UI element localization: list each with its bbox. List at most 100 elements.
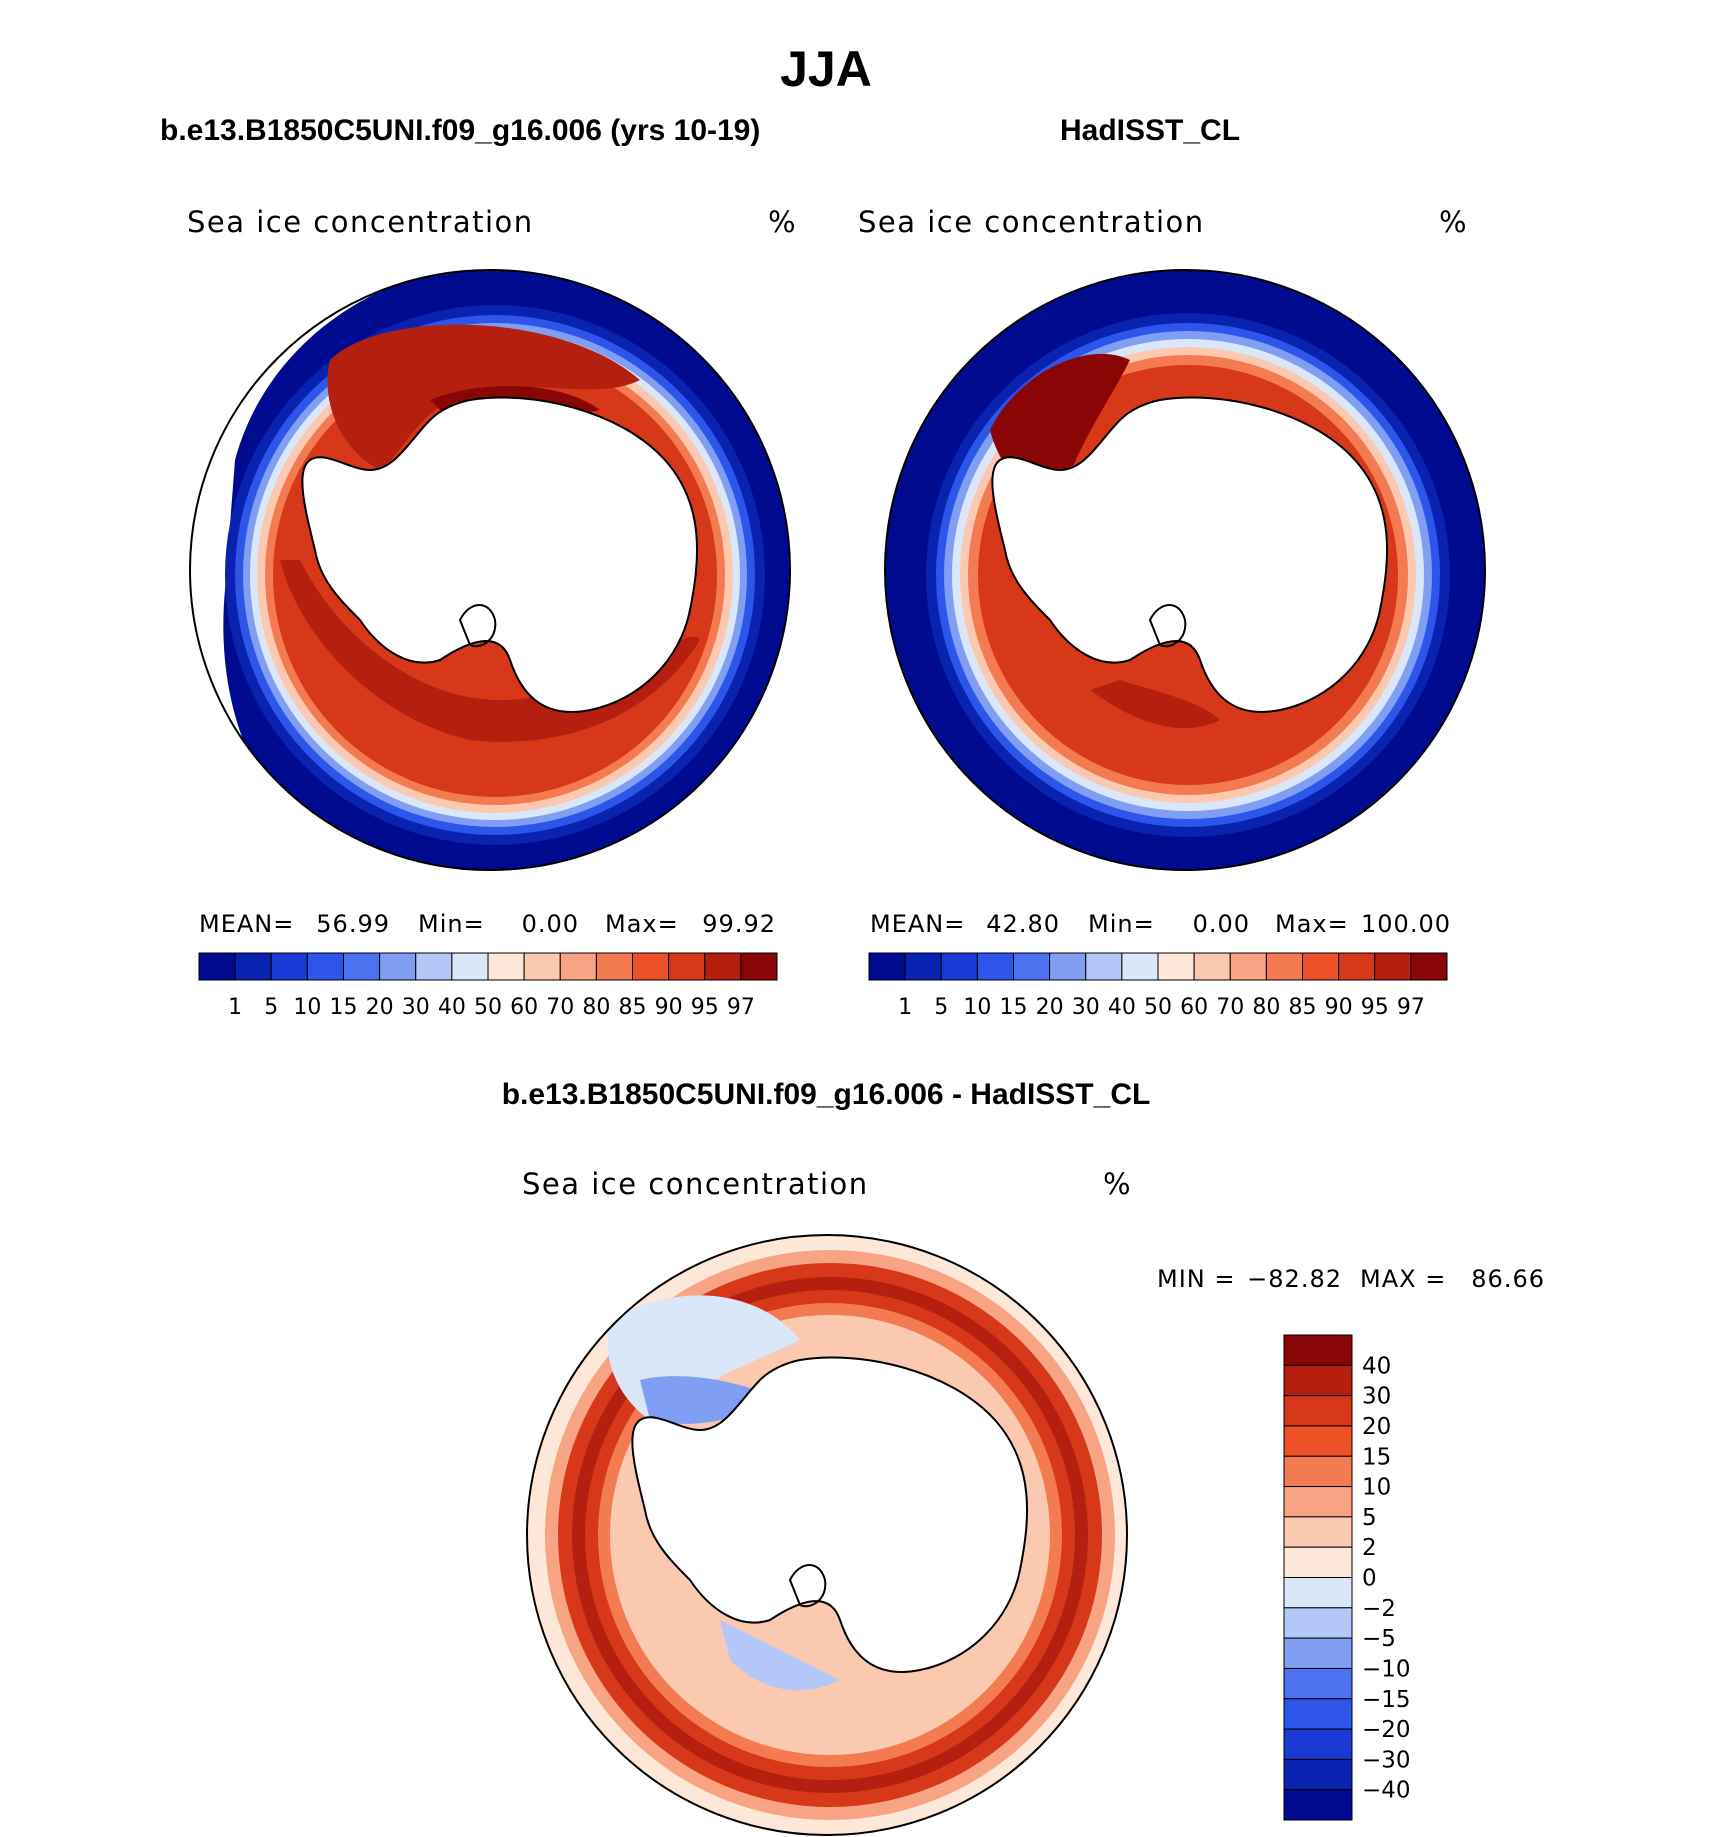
- right-panel-title: HadISST_CL: [1060, 114, 1240, 147]
- left-high-patch-1: [327, 324, 640, 470]
- cbar1-swatch-0: [868, 952, 906, 981]
- cbar1-tick-label: 80: [1252, 995, 1280, 1020]
- cbar0-swatch-8: [487, 952, 525, 981]
- cbar0-tick-label: 5: [264, 995, 278, 1020]
- left-ross-ice-shelf-edge: [458, 604, 497, 648]
- cbar0-tick-label: 20: [366, 995, 394, 1020]
- cbar1-swatch-2: [940, 952, 978, 981]
- cbar2-swatch-9: [1283, 1607, 1353, 1639]
- cbar1-tick-label: 30: [1072, 995, 1100, 1020]
- cbar0-swatch-10: [559, 952, 597, 981]
- cbar0-tick-label: 90: [655, 995, 683, 1020]
- cbar0-swatch-15: [740, 952, 778, 981]
- cbar2-swatch-2: [1283, 1395, 1353, 1427]
- cbar0-swatch-5: [379, 952, 417, 981]
- cbar1-swatch-9: [1193, 952, 1231, 981]
- cbar0-tick-label: 40: [438, 995, 466, 1020]
- cbar1-swatch-4: [1013, 952, 1051, 981]
- cbar2-tick-label: −2: [1362, 1596, 1396, 1622]
- cbar1-tick-label: 20: [1036, 995, 1064, 1020]
- diff-map: [526, 1234, 1128, 1836]
- cbar0-swatch-2: [270, 952, 308, 981]
- cbar2-tick-label: −10: [1362, 1656, 1411, 1682]
- right-min-value: 0.00: [1193, 910, 1250, 938]
- cbar1-swatch-5: [1049, 952, 1087, 981]
- left-panel-title: b.e13.B1850C5UNI.f09_g16.006 (yrs 10-19): [160, 114, 760, 147]
- cbar0-swatch-14: [704, 952, 742, 981]
- diff-map-boundary: [526, 1234, 1128, 1836]
- cbar2-tick-label: −30: [1362, 1747, 1411, 1773]
- right-mean-value: 42.80: [986, 910, 1060, 938]
- right-map: [884, 269, 1486, 871]
- diff-antarctica: [631, 1356, 1029, 1673]
- cbar0-tick-label: 95: [691, 995, 719, 1020]
- left-mean-value: 56.99: [316, 910, 390, 938]
- cbar2-tick-label: 15: [1362, 1444, 1391, 1470]
- cbar1-tick-label: 70: [1216, 995, 1244, 1020]
- diff-max-value: 86.66: [1471, 1265, 1545, 1293]
- cbar2-swatch-1: [1283, 1364, 1353, 1397]
- cbar2-swatch-5: [1283, 1486, 1353, 1518]
- cbar0-tick-label: 85: [619, 995, 647, 1020]
- left-max-value: 99.92: [702, 910, 776, 938]
- cbar0-tick-label: 60: [510, 995, 538, 1020]
- right-map-boundary: [884, 269, 1486, 871]
- cbar2-tick-label: −40: [1362, 1778, 1411, 1804]
- cbar0-tick-label: 10: [293, 995, 321, 1020]
- cbar0-swatch-9: [523, 952, 561, 981]
- left-stats: MEAN= 56.99 Min= 0.00 Max= 99.92: [199, 910, 776, 938]
- right-stats: MEAN= 42.80 Min= 0.00 Max= 100.00: [870, 910, 1451, 938]
- cbar1-tick-label: 40: [1108, 995, 1136, 1020]
- diff-min-value: −82.82: [1247, 1265, 1342, 1293]
- cbar2-swatch-4: [1283, 1455, 1353, 1488]
- diff-ross-ice-shelf-edge: [788, 1564, 827, 1608]
- cbar1-swatch-1: [904, 952, 942, 981]
- cbar2-tick-label: −15: [1362, 1687, 1411, 1713]
- cbar1-tick-label: 1: [898, 995, 912, 1020]
- cbar2-tick-label: −5: [1362, 1626, 1396, 1652]
- cbar1-tick-label: 10: [963, 995, 991, 1020]
- cbar2-swatch-7: [1283, 1546, 1353, 1578]
- cbar2-tick-label: −20: [1362, 1717, 1411, 1743]
- cbar0-swatch-4: [343, 952, 381, 981]
- cbar2-swatch-14: [1283, 1758, 1353, 1791]
- right-antarctica: [991, 396, 1389, 713]
- cbar2-tick-label: 0: [1362, 1566, 1377, 1592]
- left-min-label: Min=: [418, 910, 485, 938]
- left-map: [189, 269, 791, 871]
- cbar1-tick-label: 90: [1325, 995, 1353, 1020]
- cbar1-tick-label: 95: [1361, 995, 1389, 1020]
- diff-neg-patch-3: [720, 1620, 840, 1691]
- cbar0-swatch-3: [306, 952, 344, 981]
- cbar2-swatch-8: [1283, 1577, 1353, 1609]
- cbar2-swatch-0: [1283, 1334, 1353, 1366]
- cbar2-tick-label: 2: [1362, 1535, 1377, 1561]
- diff-units-label: %: [1103, 1167, 1132, 1201]
- figure-title: JJA: [780, 41, 872, 97]
- cbar0-tick-label: 80: [582, 995, 610, 1020]
- diff-stats: MIN = −82.82 MAX = 86.66: [1157, 1265, 1545, 1293]
- left-mean-label: MEAN=: [199, 910, 294, 938]
- cbar2-tick-label: 30: [1362, 1384, 1391, 1410]
- cbar0-swatch-7: [451, 952, 489, 981]
- left-units-label: %: [768, 205, 797, 239]
- cbar1-swatch-10: [1229, 952, 1267, 981]
- left-antarctica: [301, 396, 699, 713]
- cbar0-swatch-12: [632, 952, 670, 981]
- left-colorbar: 1 5 10 15 20 30 40 50 60 70 80 85 90 95 97: [198, 952, 778, 1020]
- cbar2-swatch-13: [1283, 1728, 1353, 1760]
- cbar2-tick-label: 40: [1362, 1353, 1391, 1379]
- right-high-patch: [1090, 680, 1220, 729]
- right-min-label: Min=: [1088, 910, 1155, 938]
- diff-max-label: MAX =: [1360, 1265, 1446, 1293]
- cbar1-swatch-11: [1265, 952, 1303, 981]
- cbar1-tick-label: 50: [1144, 995, 1172, 1020]
- cbar1-tick-label: 5: [934, 995, 948, 1020]
- right-variable-label: Sea ice concentration: [858, 205, 1205, 239]
- right-max-value: 100.00: [1361, 910, 1451, 938]
- left-min-value: 0.00: [522, 910, 579, 938]
- cbar0-tick-label: 30: [402, 995, 430, 1020]
- cbar1-tick-label: 60: [1180, 995, 1208, 1020]
- cbar1-swatch-12: [1302, 952, 1340, 981]
- cbar2-swatch-6: [1283, 1516, 1353, 1548]
